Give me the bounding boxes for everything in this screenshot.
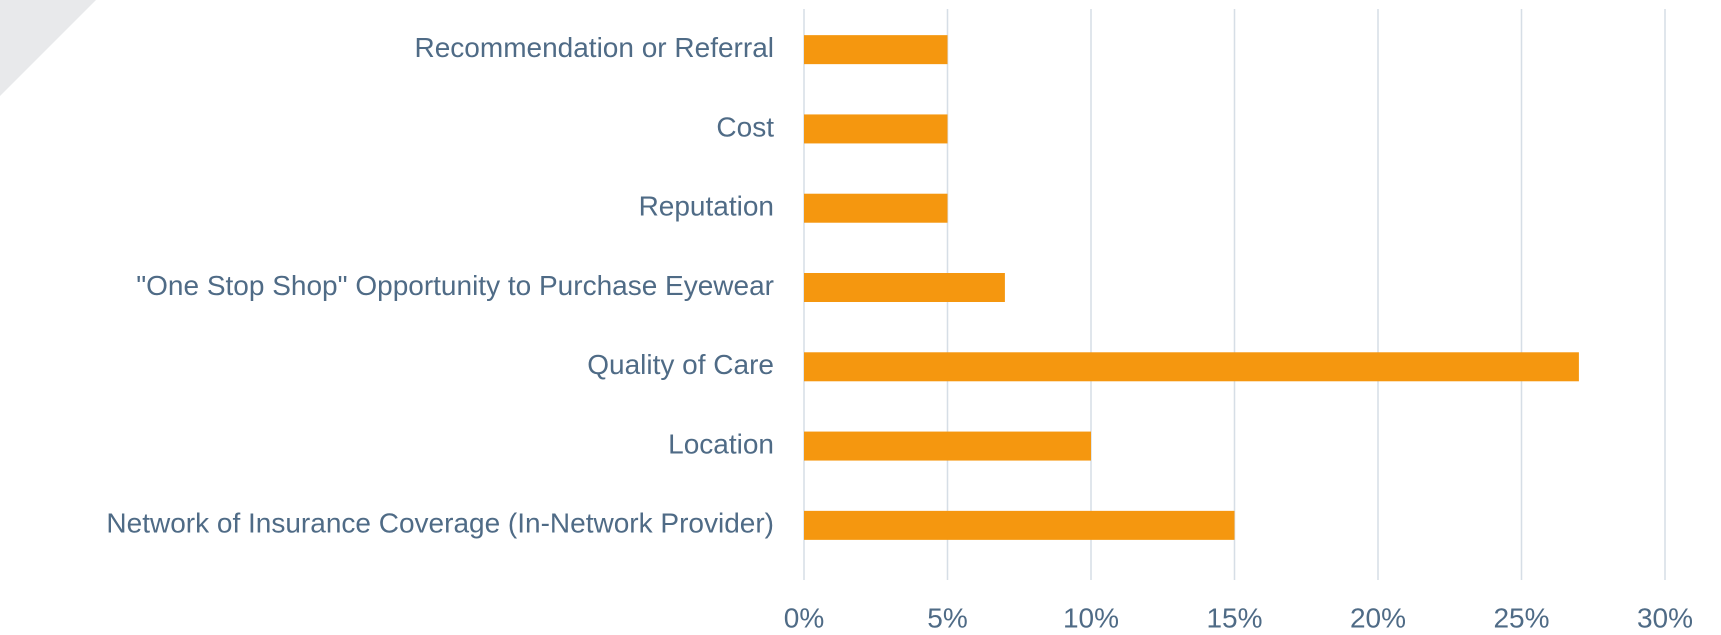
x-tick-label: 5% (927, 602, 967, 633)
x-tick-label: 20% (1350, 602, 1406, 633)
bar (804, 273, 1005, 302)
x-tick-label: 25% (1493, 602, 1549, 633)
bar (804, 352, 1579, 382)
y-tick-label: Network of Insurance Coverage (In-Networ… (106, 508, 774, 539)
x-tick-label: 30% (1637, 602, 1693, 633)
y-tick-label: Cost (716, 111, 774, 142)
y-tick-label: Reputation (639, 191, 774, 222)
y-tick-label: Recommendation or Referral (415, 32, 775, 63)
bar (804, 35, 948, 65)
y-tick-label: Location (668, 428, 774, 459)
bar (804, 114, 948, 144)
x-tick-label: 10% (1063, 602, 1119, 633)
bar (804, 193, 948, 223)
y-tick-label: "One Stop Shop" Opportunity to Purchase … (136, 270, 774, 301)
x-tick-label: 15% (1206, 602, 1262, 633)
bar (804, 510, 1235, 540)
corner-decoration (0, 0, 96, 96)
y-tick-label: Quality of Care (587, 349, 774, 380)
bar (804, 431, 1091, 461)
x-tick-label: 0% (784, 602, 824, 633)
